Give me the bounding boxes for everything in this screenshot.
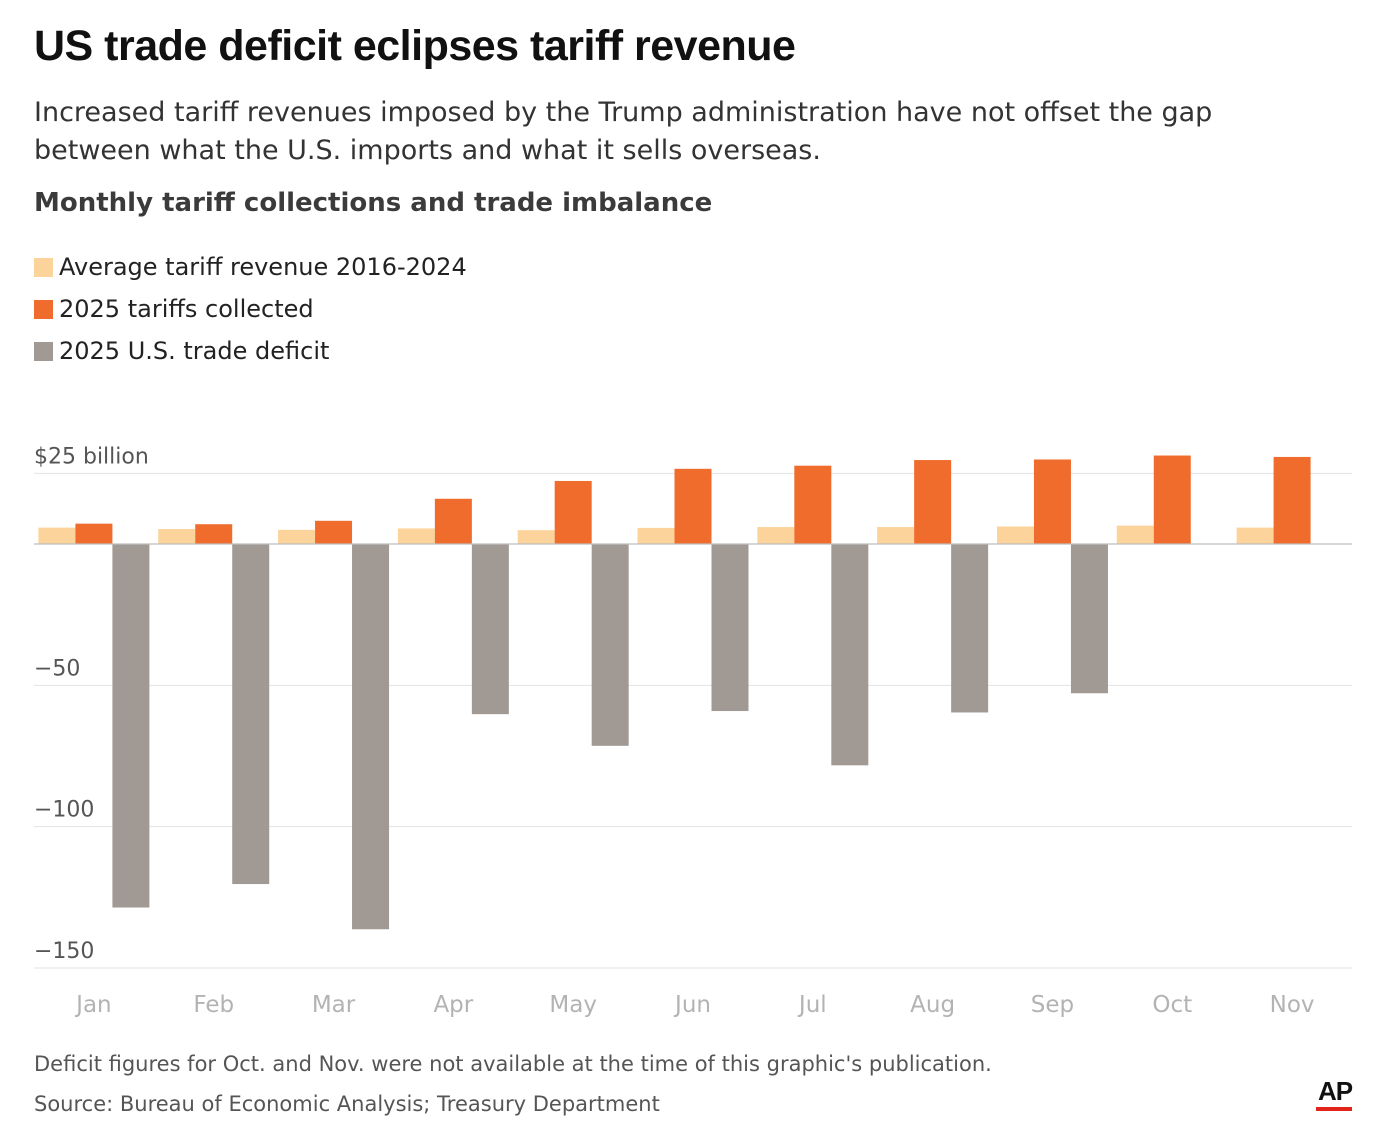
average-tariff-bar xyxy=(38,527,76,544)
y-tick-label: −100 xyxy=(34,798,94,823)
legend-label-trade-deficit: 2025 U.S. trade deficit xyxy=(59,337,330,365)
y-tick-label: $25 billion xyxy=(34,444,149,469)
trade-deficit-bar xyxy=(352,544,390,930)
legend: Average tariff revenue 2016-2024 2025 ta… xyxy=(34,246,467,372)
legend-swatch-trade-deficit xyxy=(34,341,53,361)
trade-deficit-bar xyxy=(831,544,869,766)
average-tariff-bar xyxy=(278,529,316,544)
trade-deficit-bar xyxy=(1070,544,1108,694)
tariffs-collected-bar xyxy=(195,524,233,544)
trade-deficit-bar xyxy=(471,544,509,715)
x-tick-label: Aug xyxy=(910,992,955,1018)
average-tariff-bar xyxy=(637,527,675,544)
x-tick-label: Jun xyxy=(673,992,711,1018)
tariffs-collected-bar xyxy=(75,523,113,544)
x-tick-label: May xyxy=(549,992,597,1018)
legend-swatch-tariffs-collected xyxy=(34,299,53,319)
average-tariff-bar xyxy=(517,530,555,544)
x-tick-label: Oct xyxy=(1152,992,1192,1018)
trade-deficit-bar xyxy=(232,544,270,885)
x-tick-label: Apr xyxy=(433,992,473,1018)
trade-deficit-bar xyxy=(591,544,629,746)
x-tick-label: Nov xyxy=(1270,992,1315,1018)
x-tick-label: Sep xyxy=(1031,992,1074,1018)
trade-deficit-bar xyxy=(711,544,749,712)
legend-item-average-tariff: Average tariff revenue 2016-2024 xyxy=(34,246,467,288)
x-tick-label: Feb xyxy=(193,992,234,1018)
average-tariff-bar xyxy=(877,527,915,544)
legend-item-tariffs-collected: 2025 tariffs collected xyxy=(34,288,467,330)
x-tick-label: Mar xyxy=(312,992,356,1018)
legend-item-trade-deficit: 2025 U.S. trade deficit xyxy=(34,330,467,372)
ap-logo-underline xyxy=(1316,1107,1352,1111)
trade-deficit-bar xyxy=(112,544,150,908)
average-tariff-bar xyxy=(1236,527,1274,544)
x-tick-label: Jan xyxy=(74,992,111,1018)
legend-label-average-tariff: Average tariff revenue 2016-2024 xyxy=(59,253,467,281)
tariffs-collected-bar xyxy=(1153,455,1191,544)
average-tariff-bar xyxy=(158,529,196,544)
tariffs-collected-bar xyxy=(315,520,353,544)
ap-logo: AP xyxy=(1317,1076,1353,1106)
chart-heading: Monthly tariff collections and trade imb… xyxy=(34,188,713,218)
y-tick-label: −150 xyxy=(34,939,94,964)
trade-deficit-bar xyxy=(951,544,989,713)
average-tariff-bar xyxy=(757,527,795,544)
tariffs-collected-bar xyxy=(914,460,952,544)
tariffs-collected-bar xyxy=(1273,456,1311,544)
tariffs-collected-bar xyxy=(674,468,712,544)
legend-swatch-average-tariff xyxy=(34,257,53,277)
average-tariff-bar xyxy=(996,526,1034,544)
y-tick-label: −50 xyxy=(34,656,80,681)
tariffs-collected-bar xyxy=(554,480,592,544)
chart-title: US trade deficit eclipses tariff revenue xyxy=(34,22,796,70)
legend-label-tariffs-collected: 2025 tariffs collected xyxy=(59,295,314,323)
chart-subtitle: Increased tariff revenues imposed by the… xyxy=(34,97,1213,166)
average-tariff-bar xyxy=(1116,525,1154,544)
bar-chart: $25 billion −50 −100 −150 Jan Feb Mar Apr May Jun… xyxy=(34,444,1352,1018)
footnote: Deficit figures for Oct. and Nov. were n… xyxy=(34,1052,992,1076)
source-note: Source: Bureau of Economic Analysis; Tre… xyxy=(34,1092,660,1116)
tariffs-collected-bar xyxy=(434,498,472,544)
tariffs-collected-bar xyxy=(794,465,832,544)
tariffs-collected-bar xyxy=(1033,459,1071,544)
average-tariff-bar xyxy=(397,528,435,544)
x-tick-label: Jul xyxy=(797,992,827,1018)
